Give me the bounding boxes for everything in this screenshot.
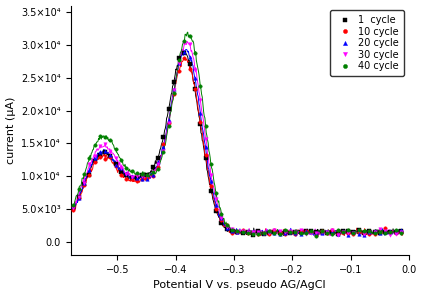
Line: 20 cycle: 20 cycle	[72, 50, 403, 237]
10 cycle	[182, 57, 187, 60]
1  cycle	[240, 231, 245, 235]
10 cycle	[171, 92, 176, 96]
Legend: 1  cycle, 10 cycle, 20 cycle, 30 cycle, 40 cycle: 1 cycle, 10 cycle, 20 cycle, 30 cycle, 4…	[330, 10, 404, 76]
Line: 1  cycle: 1 cycle	[72, 51, 403, 237]
20 cycle	[240, 229, 245, 233]
1  cycle	[71, 207, 76, 210]
10 cycle	[161, 142, 166, 146]
Y-axis label: current (μA): current (μA)	[5, 97, 16, 164]
20 cycle	[182, 50, 187, 54]
1  cycle	[171, 80, 176, 84]
20 cycle	[393, 231, 398, 234]
1  cycle	[182, 51, 187, 55]
X-axis label: Potential V vs. pseudo AG/AgCl: Potential V vs. pseudo AG/AgCl	[153, 280, 326, 290]
30 cycle	[230, 227, 235, 231]
1  cycle	[251, 234, 256, 237]
Line: 40 cycle: 40 cycle	[72, 34, 403, 237]
30 cycle	[240, 229, 245, 233]
10 cycle	[71, 208, 76, 211]
30 cycle	[335, 234, 340, 237]
20 cycle	[230, 229, 235, 232]
40 cycle	[398, 231, 403, 235]
40 cycle	[187, 34, 192, 37]
Line: 10 cycle: 10 cycle	[72, 57, 403, 237]
30 cycle	[303, 232, 308, 235]
10 cycle	[230, 231, 235, 235]
10 cycle	[303, 229, 308, 233]
40 cycle	[393, 229, 398, 232]
30 cycle	[182, 41, 187, 45]
10 cycle	[240, 228, 245, 231]
30 cycle	[171, 89, 176, 92]
30 cycle	[161, 149, 166, 153]
20 cycle	[303, 230, 308, 233]
40 cycle	[230, 228, 235, 231]
20 cycle	[346, 233, 351, 237]
1  cycle	[230, 229, 235, 233]
1  cycle	[308, 229, 314, 233]
Line: 30 cycle: 30 cycle	[72, 41, 403, 237]
1  cycle	[393, 231, 398, 234]
20 cycle	[398, 229, 403, 232]
1  cycle	[398, 230, 403, 233]
20 cycle	[71, 204, 76, 207]
40 cycle	[303, 231, 308, 235]
10 cycle	[314, 233, 319, 237]
40 cycle	[314, 234, 319, 237]
30 cycle	[398, 230, 403, 234]
10 cycle	[393, 231, 398, 235]
40 cycle	[161, 150, 166, 153]
40 cycle	[71, 203, 76, 207]
30 cycle	[71, 206, 76, 210]
40 cycle	[171, 91, 176, 95]
20 cycle	[171, 88, 176, 91]
20 cycle	[161, 145, 166, 148]
40 cycle	[240, 230, 245, 233]
30 cycle	[393, 232, 398, 236]
10 cycle	[398, 231, 403, 234]
1  cycle	[161, 135, 166, 139]
